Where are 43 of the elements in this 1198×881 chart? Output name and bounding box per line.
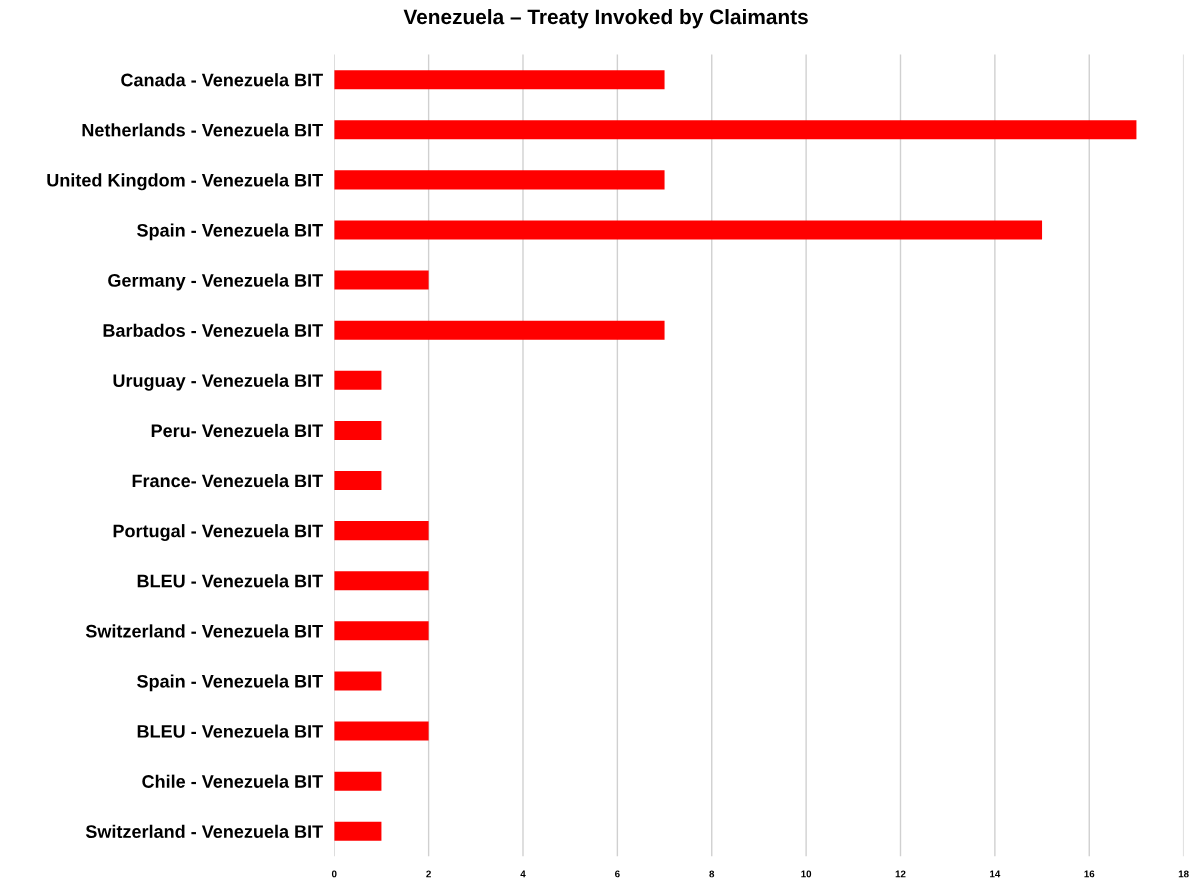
bar [334,120,1137,140]
y-tick-label: Canada - Venezuela BIT [121,73,323,87]
x-tick-label: 18 [1178,870,1189,878]
bar [334,320,665,340]
x-tick-label: 12 [895,870,906,878]
y-tick-label: BLEU - Venezuela BIT [137,574,323,588]
y-tick-label: Portugal - Venezuela BIT [113,524,323,542]
y-tick-label: Switzerland - Venezuela BIT [85,824,323,838]
y-tick-label: Spain - Venezuela BIT [137,223,323,241]
x-tick-label: 16 [1084,870,1095,878]
bar [334,471,382,491]
x-tick-label: 6 [615,870,620,878]
bar [334,721,429,741]
y-tick-label: Spain - Venezuela BIT [137,674,323,692]
bar [334,70,665,90]
bar [334,771,382,791]
x-tick-label: 8 [709,870,715,878]
y-tick-label: BLEU - Venezuela BIT [137,724,323,738]
x-tick-label: 14 [990,870,1001,878]
bar [334,521,429,541]
bar [334,821,382,841]
y-tick-label: Peru- Venezuela BIT [151,423,323,438]
y-tick-label: United Kingdom - Venezuela BIT [47,173,323,191]
y-tick-label: Uruguay - Venezuela BIT [113,373,323,391]
bar [334,571,429,591]
x-tick-label: 4 [520,870,526,878]
bar [334,621,429,641]
bar [334,220,1043,240]
x-tick-label: 10 [801,870,812,878]
bar [334,370,382,390]
x-tick-label: 0 [331,870,337,878]
y-tick-label: France- Venezuela BIT [132,473,323,488]
y-tick-label: Barbados - Venezuela BIT [103,323,323,337]
bar [334,671,382,691]
x-tick-label: 2 [426,870,431,878]
y-tick-label: Chile - Venezuela BIT [142,774,323,788]
y-tick-label: Germany - Venezuela BIT [108,273,323,291]
bar [334,170,665,190]
bar [334,270,429,290]
y-tick-label: Switzerland - Venezuela BIT [85,624,323,638]
y-tick-label: Netherlands - Venezuela BIT [82,123,323,137]
chart-title: Venezuela – Treaty Invoked by Claimants [403,8,808,29]
bar [334,420,382,440]
